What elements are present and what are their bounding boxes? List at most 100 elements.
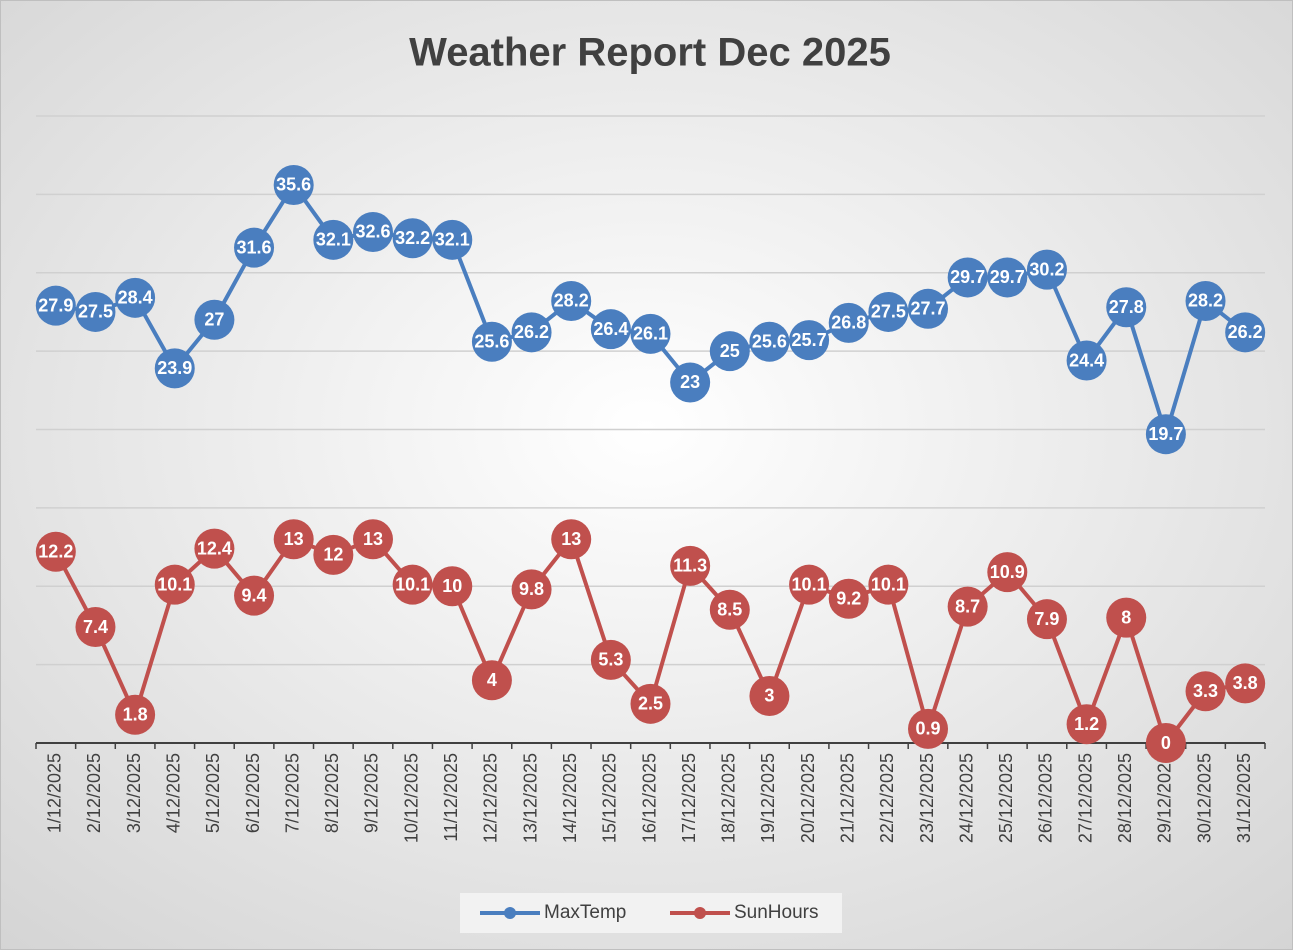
marker	[908, 288, 949, 329]
data-label: 26.2	[1228, 322, 1263, 342]
data-label: 10.1	[792, 574, 827, 594]
data-label: 29.7	[990, 267, 1025, 287]
marker	[313, 219, 354, 260]
marker	[432, 219, 473, 260]
marker	[947, 257, 988, 298]
data-label: 9.8	[519, 579, 544, 599]
marker	[75, 291, 116, 332]
marker	[1026, 249, 1067, 290]
marker	[789, 320, 830, 361]
data-label: 8.5	[717, 600, 742, 620]
data-label: 12.2	[38, 542, 73, 562]
marker	[947, 586, 988, 627]
data-label: 35.6	[276, 175, 311, 195]
marker	[868, 291, 909, 332]
x-tick-label: 23/12/2025	[917, 753, 937, 843]
marker	[234, 575, 275, 616]
data-label: 32.2	[395, 228, 430, 248]
x-tick-label: 28/12/2025	[1115, 753, 1135, 843]
x-tick-label: 14/12/2025	[560, 753, 580, 843]
data-label: 25.6	[474, 331, 509, 351]
data-label: 4	[487, 670, 497, 690]
marker	[352, 519, 393, 560]
data-label: 31.6	[237, 237, 272, 257]
data-label: 13	[363, 529, 383, 549]
marker	[987, 552, 1028, 593]
x-tick-label: 10/12/2025	[401, 753, 421, 843]
marker	[194, 528, 235, 569]
data-label: 8.7	[955, 596, 980, 616]
data-label: 27.9	[38, 295, 73, 315]
x-tick-label: 29/12/2025	[1155, 753, 1175, 843]
data-label: 30.2	[1029, 259, 1064, 279]
marker	[154, 348, 195, 389]
marker	[1026, 599, 1067, 640]
data-label: 11.3	[673, 556, 707, 576]
x-tick-label: 16/12/2025	[639, 753, 659, 843]
data-label: 12.4	[197, 538, 232, 558]
marker	[1066, 704, 1107, 745]
data-label: 7.9	[1034, 609, 1059, 629]
marker	[35, 285, 76, 326]
marker	[75, 607, 116, 648]
data-label: 10.1	[871, 574, 906, 594]
x-tick-label: 19/12/2025	[758, 753, 778, 843]
data-label: 19.7	[1148, 424, 1183, 444]
data-label: 3.3	[1193, 681, 1218, 701]
x-tick-label: 11/12/2025	[441, 753, 461, 842]
data-label: 28.2	[554, 291, 589, 311]
data-label: 0	[1161, 733, 1171, 753]
x-tick-label: 26/12/2025	[1036, 753, 1056, 843]
data-label: 9.4	[242, 585, 267, 605]
marker	[392, 564, 433, 605]
x-tick-label: 1/12/2025	[45, 753, 65, 833]
x-tick-label: 7/12/2025	[282, 753, 302, 833]
x-tick-label: 31/12/2025	[1234, 753, 1254, 843]
marker	[115, 694, 156, 735]
data-label: 1.2	[1074, 714, 1099, 734]
x-tick-label: 3/12/2025	[124, 753, 144, 833]
marker	[1106, 287, 1147, 328]
marker	[828, 578, 869, 619]
data-label: 12	[323, 545, 343, 565]
legend-marker	[504, 907, 516, 919]
marker	[194, 299, 235, 340]
marker	[828, 302, 869, 343]
legend-marker	[694, 907, 706, 919]
data-label: 3	[764, 686, 774, 706]
x-tick-label: 17/12/2025	[679, 753, 699, 843]
data-label: 32.6	[355, 222, 390, 242]
x-tick-label: 5/12/2025	[203, 753, 223, 833]
marker	[630, 683, 671, 724]
marker	[590, 639, 631, 680]
marker	[1145, 414, 1186, 455]
marker	[630, 313, 671, 354]
data-label: 2.5	[638, 694, 663, 714]
data-label: 5.3	[598, 650, 623, 670]
marker	[392, 218, 433, 259]
x-tick-label: 30/12/2025	[1194, 753, 1214, 843]
marker	[709, 331, 750, 372]
data-label: 25.7	[792, 330, 827, 350]
data-label: 26.2	[514, 322, 549, 342]
data-label: 25	[720, 341, 740, 361]
x-tick-label: 8/12/2025	[322, 753, 342, 833]
marker	[749, 675, 790, 716]
x-tick-label: 2/12/2025	[84, 753, 104, 833]
marker	[273, 164, 314, 205]
x-tick-label: 18/12/2025	[719, 753, 739, 843]
data-label: 26.4	[593, 319, 628, 339]
marker	[1145, 723, 1186, 763]
data-label: 10.9	[990, 562, 1025, 582]
marker	[590, 309, 631, 350]
data-label: 0.9	[916, 719, 941, 739]
data-label: 25.6	[752, 331, 787, 351]
x-tick-label: 22/12/2025	[877, 753, 897, 843]
marker	[670, 545, 711, 586]
data-label: 27.8	[1109, 297, 1144, 317]
data-label: 32.1	[435, 230, 470, 250]
marker	[789, 564, 830, 605]
marker	[432, 566, 473, 607]
marker	[670, 362, 711, 403]
x-tick-label: 15/12/2025	[600, 753, 620, 843]
